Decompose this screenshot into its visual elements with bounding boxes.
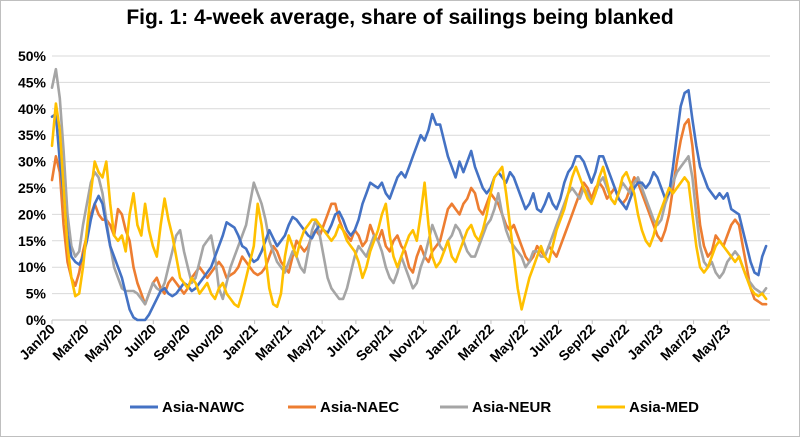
y-tick-label: 5% — [26, 286, 47, 302]
legend-label-asia-nawc: Asia-NAWC — [162, 399, 245, 416]
series-line-asia-naec — [50, 118, 768, 306]
x-tick-label: May/21 — [284, 321, 328, 365]
y-tick-label: 15% — [18, 233, 47, 249]
series-line-asia-nawc — [50, 89, 768, 322]
series-line-asia-med — [50, 102, 768, 311]
legend-label-asia-neur: Asia-NEUR — [472, 399, 551, 416]
series-line-asia-neur — [50, 67, 768, 306]
y-tick-label: 35% — [18, 127, 47, 143]
y-tick-label: 45% — [18, 74, 47, 90]
legend-label-asia-med: Asia-MED — [629, 399, 699, 416]
legend-label-asia-naec: Asia-NAEC — [320, 399, 399, 416]
x-tick-label: May/22 — [486, 321, 530, 365]
chart-title: Fig. 1: 4-week average, share of sailing… — [126, 6, 674, 29]
x-tick-label: Nov/20 — [183, 321, 227, 365]
x-tick-label: May/23 — [689, 321, 733, 365]
y-tick-label: 10% — [18, 259, 47, 275]
x-tick-label: Jan/23 — [624, 321, 666, 363]
y-tick-label: 20% — [18, 206, 47, 222]
x-tick-label: Jan/22 — [421, 321, 463, 363]
y-tick-label: 50% — [18, 48, 47, 64]
x-tick-label: Nov/22 — [588, 321, 632, 365]
y-tick-label: 0% — [26, 312, 47, 328]
y-tick-label: 30% — [18, 154, 47, 170]
x-tick-label: May/20 — [81, 321, 125, 365]
x-tick-label: Nov/21 — [386, 321, 430, 365]
y-tick-label: 25% — [18, 180, 47, 196]
y-tick-label: 40% — [18, 101, 47, 117]
x-tick-label: Jan/21 — [219, 321, 261, 363]
